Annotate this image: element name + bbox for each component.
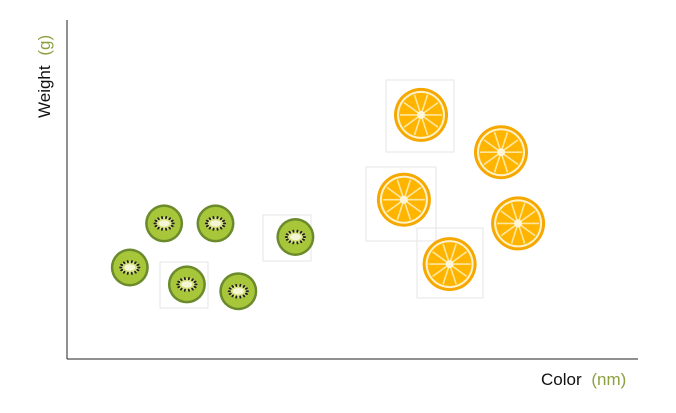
data-points bbox=[110, 87, 546, 311]
marker-frame bbox=[159, 261, 209, 309]
orange-point bbox=[491, 196, 546, 251]
y-axis-label: Weight (g) bbox=[35, 35, 54, 118]
marker-frames bbox=[159, 79, 484, 309]
kiwi-point bbox=[276, 218, 315, 256]
orange-point bbox=[422, 237, 477, 292]
kiwi-point bbox=[219, 272, 258, 311]
x-axis-name: Color bbox=[541, 370, 582, 389]
orange-point bbox=[474, 125, 528, 180]
orange-point bbox=[376, 172, 431, 227]
kiwi-point bbox=[145, 204, 184, 243]
x-axis-label: Color (nm) bbox=[541, 370, 626, 389]
marker-frame bbox=[416, 227, 484, 299]
y-axis-name: Weight bbox=[35, 65, 54, 118]
marker-frame bbox=[365, 166, 437, 242]
kiwi-point bbox=[110, 248, 149, 287]
x-axis-unit: (nm) bbox=[591, 370, 626, 389]
marker-frame bbox=[385, 79, 455, 153]
orange-point bbox=[394, 87, 448, 142]
y-axis-unit: (g) bbox=[35, 35, 54, 56]
kiwi-point bbox=[196, 204, 235, 243]
kiwi-point bbox=[167, 265, 206, 304]
